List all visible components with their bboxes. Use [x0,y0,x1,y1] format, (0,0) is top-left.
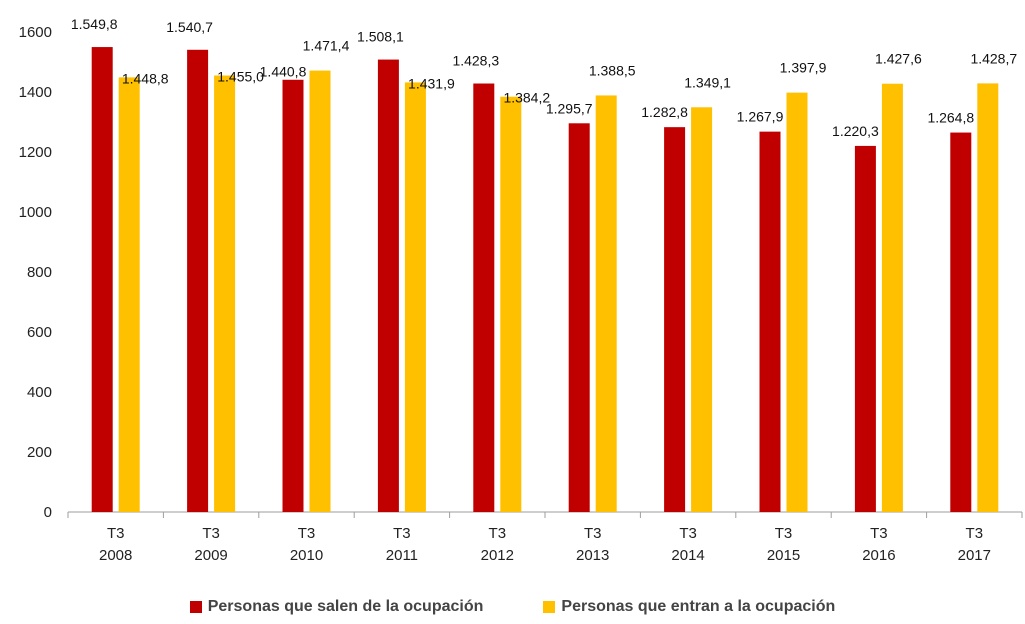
x-tick-label: 2017 [958,547,991,564]
x-tick-label: T3 [775,525,793,542]
data-label-entran: 1.455,0 [217,69,264,85]
y-tick-label: 200 [27,444,52,461]
bar-entran [691,107,713,513]
data-label-salen: 1.428,3 [452,53,499,69]
y-tick-label: 0 [44,504,52,521]
x-tick-label: 2014 [671,547,704,564]
y-tick-label: 1600 [19,24,52,41]
bar-entran [118,77,140,513]
bar-entran [404,82,426,513]
x-tick-label: T3 [393,525,411,542]
bar-entran [500,96,522,513]
data-label-entran: 1.471,4 [303,38,350,54]
bar-entran [595,95,617,512]
legend-swatch-salen [189,601,202,613]
bar-salen [91,47,113,513]
bar-salen [568,123,590,512]
legend-item-salen: Personas que salen de la ocupación [189,598,484,616]
bar-salen [854,145,876,512]
bar-salen [377,59,399,512]
data-label-entran: 1.397,9 [780,60,827,76]
data-label-salen: 1.549,8 [71,16,118,32]
x-tick-label: 2015 [767,547,800,564]
data-label-salen: 1.295,7 [546,100,593,116]
data-label-entran: 1.384,2 [503,90,550,106]
data-label-entran: 1.428,7 [970,50,1017,66]
bar-entran [977,83,999,512]
x-tick-label: 2008 [99,547,132,564]
x-tick-label: T3 [679,525,697,542]
x-tick-label: 2012 [481,547,514,564]
y-tick-label: 600 [27,324,52,341]
data-label-salen: 1.540,7 [166,19,213,35]
x-tick-label: T3 [584,525,602,542]
bar-salen [282,79,304,512]
bar-salen [759,131,781,512]
x-tick-label: 2009 [194,547,227,564]
bar-salen [950,132,972,512]
y-tick-label: 1200 [19,144,52,161]
data-label-entran: 1.448,8 [122,70,169,86]
legend-swatch-entran [543,601,556,613]
data-label-salen: 1.508,1 [357,29,404,45]
data-label-salen: 1.264,8 [927,110,974,126]
x-tick-label: 2011 [386,547,418,564]
x-tick-label: 2013 [576,547,609,564]
bar-entran [786,92,808,512]
x-tick-label: T3 [966,525,984,542]
legend-label-salen: Personas que salen de la ocupación [207,598,484,615]
data-label-entran: 1.388,5 [589,62,636,78]
data-label-salen: 1.282,8 [641,104,688,120]
bar-chart: 0 200 400 600 800 1000 1200 1400 1600 1.549,8 1.44… [19,16,1023,564]
x-tick-label: T3 [489,525,507,542]
bar-salen [187,49,209,512]
x-tick-label: 2016 [862,547,895,564]
bar-entran [309,70,331,512]
data-label-salen: 1.267,9 [737,109,784,125]
data-label-entran: 1.427,6 [875,51,922,67]
y-tick-label: 1400 [19,84,52,101]
y-tick-label: 400 [27,384,52,401]
x-tick-label: T3 [298,525,316,542]
bar-entran [881,83,903,512]
x-tick-label: T3 [870,525,888,542]
bar-salen [473,83,495,512]
data-label-entran: 1.431,9 [408,75,455,91]
legend-label-entran: Personas que entran a la ocupación [561,598,836,615]
data-label-entran: 1.349,1 [684,74,731,90]
legend: Personas que salen de la ocupación Perso… [0,598,1025,616]
bar-entran [214,75,236,512]
x-tick-label: T3 [202,525,220,542]
bar-salen [664,127,686,512]
y-tick-label: 800 [27,264,52,281]
legend-item-entran: Personas que entran a la ocupación [543,598,835,616]
x-tick-label: 2010 [290,547,323,564]
y-tick-label: 1000 [19,204,52,221]
data-label-salen: 1.440,8 [260,64,307,80]
data-label-salen: 1.220,3 [832,123,879,139]
x-tick-label: T3 [107,525,125,542]
